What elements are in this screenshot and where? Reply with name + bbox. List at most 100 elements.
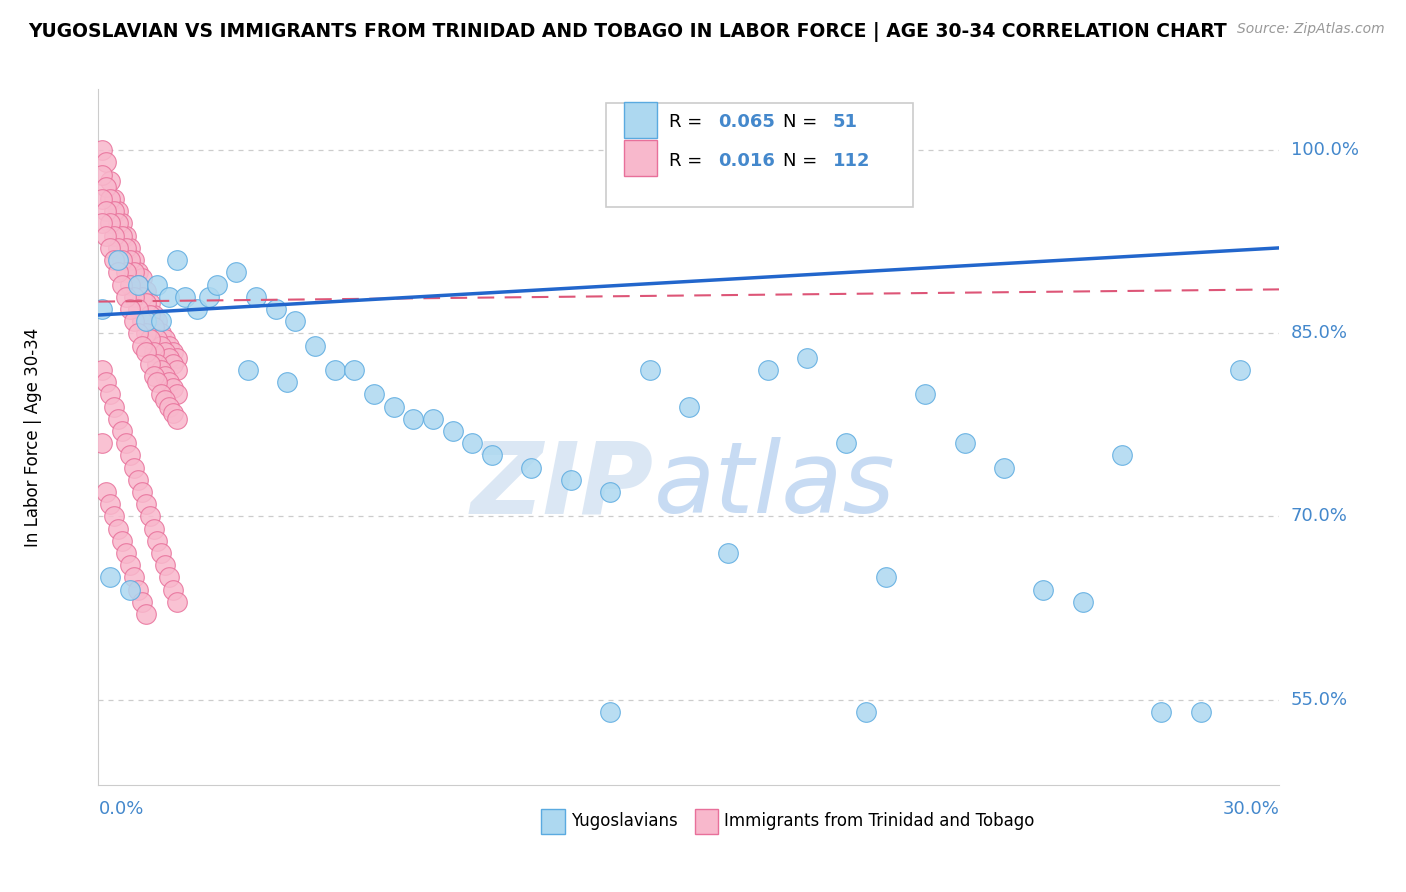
Point: [461, 436, 484, 450]
Point: [162, 381, 184, 395]
Point: [127, 326, 149, 341]
Text: 0.016: 0.016: [718, 152, 775, 169]
Point: [796, 351, 818, 365]
Point: [323, 363, 346, 377]
Point: [1071, 595, 1094, 609]
FancyBboxPatch shape: [624, 102, 657, 138]
Text: Yugoslavians: Yugoslavians: [571, 813, 678, 830]
Point: [91, 301, 114, 316]
Text: 100.0%: 100.0%: [1291, 141, 1358, 160]
Point: [155, 558, 177, 573]
Text: 0.065: 0.065: [718, 113, 775, 131]
Point: [157, 570, 180, 584]
Point: [96, 228, 118, 243]
Point: [103, 228, 125, 243]
Point: [115, 546, 138, 560]
Point: [111, 217, 134, 231]
Point: [142, 308, 165, 322]
Point: [1189, 705, 1212, 719]
Point: [103, 204, 125, 219]
Point: [107, 217, 129, 231]
Point: [118, 582, 141, 597]
Point: [91, 217, 114, 231]
Point: [135, 497, 157, 511]
Text: N =: N =: [783, 152, 824, 169]
Point: [162, 582, 184, 597]
Point: [122, 253, 145, 268]
Point: [146, 357, 169, 371]
Point: [205, 277, 228, 292]
Point: [127, 277, 149, 292]
Point: [402, 411, 425, 425]
Text: 70.0%: 70.0%: [1291, 508, 1347, 525]
Point: [166, 253, 188, 268]
Point: [875, 570, 897, 584]
Point: [111, 424, 134, 438]
Point: [1111, 449, 1133, 463]
Point: [107, 204, 129, 219]
Point: [166, 363, 188, 377]
Point: [96, 485, 118, 500]
Point: [1150, 705, 1173, 719]
Point: [131, 595, 153, 609]
FancyBboxPatch shape: [624, 140, 657, 177]
Point: [127, 277, 149, 292]
Point: [107, 265, 129, 279]
Point: [150, 363, 173, 377]
Point: [162, 344, 184, 359]
Point: [107, 253, 129, 268]
Point: [98, 497, 121, 511]
Point: [91, 436, 114, 450]
Point: [131, 485, 153, 500]
Text: atlas: atlas: [654, 437, 896, 534]
Point: [225, 265, 247, 279]
Point: [138, 308, 160, 322]
Point: [155, 369, 177, 384]
Point: [122, 314, 145, 328]
Point: [103, 253, 125, 268]
Point: [135, 344, 157, 359]
Point: [135, 607, 157, 621]
Point: [197, 290, 219, 304]
Point: [599, 705, 621, 719]
Point: [115, 228, 138, 243]
Text: 55.0%: 55.0%: [1291, 690, 1348, 708]
Point: [91, 143, 114, 157]
Point: [953, 436, 976, 450]
Point: [481, 449, 503, 463]
Point: [118, 241, 141, 255]
Point: [142, 344, 165, 359]
Point: [91, 363, 114, 377]
Point: [155, 344, 177, 359]
Point: [284, 314, 307, 328]
Point: [146, 333, 169, 347]
Point: [155, 333, 177, 347]
Point: [276, 375, 298, 389]
Point: [107, 411, 129, 425]
Point: [131, 314, 153, 328]
Point: [150, 326, 173, 341]
Text: 112: 112: [832, 152, 870, 169]
Point: [96, 155, 118, 169]
Point: [131, 271, 153, 285]
Point: [127, 301, 149, 316]
Point: [678, 400, 700, 414]
Point: [98, 217, 121, 231]
Point: [115, 241, 138, 255]
Point: [756, 363, 779, 377]
Point: [166, 351, 188, 365]
Point: [162, 357, 184, 371]
Point: [111, 533, 134, 548]
Point: [150, 314, 173, 328]
Point: [560, 473, 582, 487]
Point: [98, 387, 121, 401]
Point: [122, 265, 145, 279]
Point: [142, 320, 165, 334]
Point: [157, 338, 180, 352]
Point: [96, 375, 118, 389]
Point: [174, 290, 197, 304]
Point: [127, 265, 149, 279]
Point: [638, 363, 661, 377]
Point: [103, 509, 125, 524]
Point: [135, 326, 157, 341]
